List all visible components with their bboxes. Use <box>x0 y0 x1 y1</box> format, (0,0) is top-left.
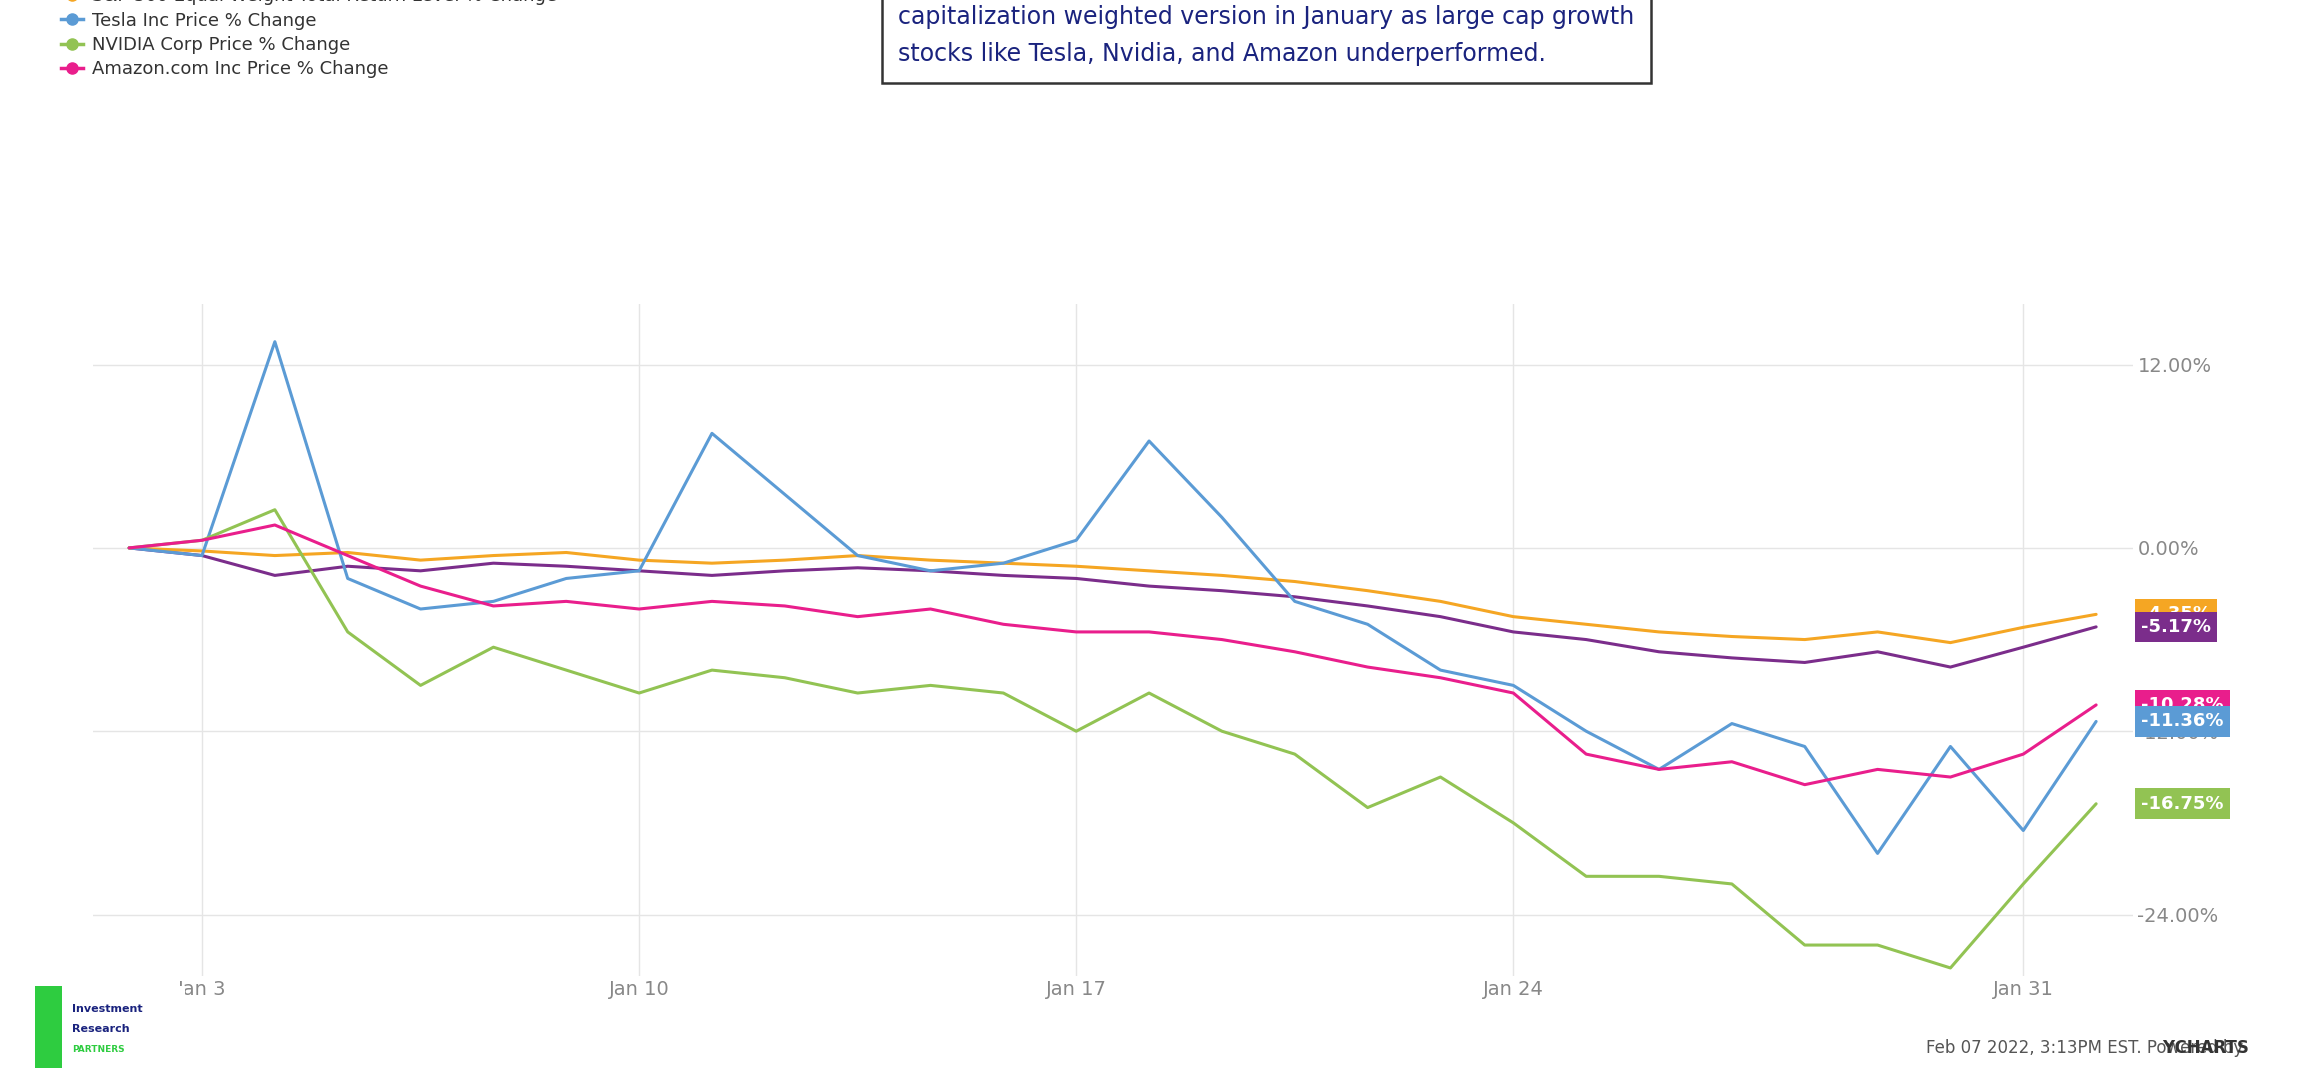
Text: Investment: Investment <box>72 1004 144 1015</box>
Text: -10.28%: -10.28% <box>2142 696 2223 714</box>
Legend: S&P 500 Total Return Level % Change, S&P 500 Equal Weight Total Return Level % C: S&P 500 Total Return Level % Change, S&P… <box>60 0 556 78</box>
Text: Feb 07 2022, 3:13PM EST. Powered by: Feb 07 2022, 3:13PM EST. Powered by <box>1926 1038 2248 1057</box>
Text: -4.35%: -4.35% <box>2142 605 2211 623</box>
Text: -5.17%: -5.17% <box>2142 618 2211 636</box>
Text: An equal-weighted S&P 500 index outperformed the market
capitalization weighted : An equal-weighted S&P 500 index outperfo… <box>899 0 1634 66</box>
Text: -11.36%: -11.36% <box>2142 712 2223 731</box>
Bar <box>35 986 63 1068</box>
Text: -16.75%: -16.75% <box>2142 795 2223 813</box>
Text: PARTNERS: PARTNERS <box>72 1045 125 1055</box>
Text: YCHARTS: YCHARTS <box>1864 1038 2248 1057</box>
Text: Research: Research <box>72 1023 130 1034</box>
